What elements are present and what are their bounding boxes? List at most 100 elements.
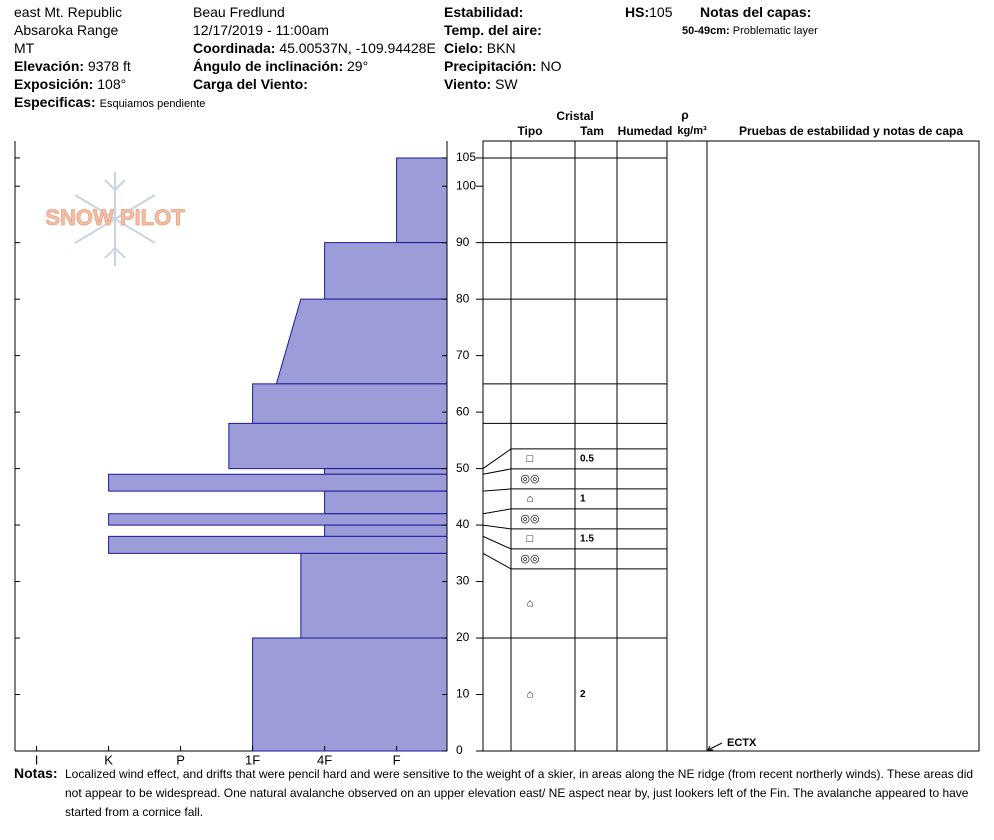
notes-label: Notas: bbox=[14, 765, 58, 781]
grain-size: 1 bbox=[580, 494, 586, 505]
label: Exposición: bbox=[14, 76, 94, 92]
notes-text: Localized wind effect, and drifts that w… bbox=[65, 767, 974, 819]
stability: Estabilidad: bbox=[444, 4, 524, 20]
value: Problematic layer bbox=[732, 25, 818, 37]
y-tick-label: 40 bbox=[456, 517, 470, 531]
column-header: Tam bbox=[580, 124, 604, 138]
grain-size: 2 bbox=[580, 689, 586, 700]
label: Elevación: bbox=[14, 58, 85, 74]
logo-flake bbox=[104, 246, 126, 259]
test-arrow bbox=[707, 742, 723, 751]
x-tick-label: 4F bbox=[317, 752, 332, 767]
observer: Beau Fredlund bbox=[193, 4, 285, 20]
grain-type: ⌂ bbox=[527, 688, 534, 700]
elevation: Elevación: 9378 ft bbox=[14, 57, 131, 75]
column-header: kg/m³ bbox=[677, 125, 707, 137]
label: Ángulo de inclinación: bbox=[193, 58, 344, 74]
sky: Cielo: BKN bbox=[444, 39, 516, 57]
label: 50-49cm: bbox=[682, 25, 730, 37]
coordinates: Coordinada: 45.00537N, -109.94428E bbox=[193, 39, 436, 57]
hardness-bar bbox=[324, 490, 448, 515]
y-tick-label: 10 bbox=[456, 687, 470, 701]
test-result: ECTX bbox=[727, 737, 757, 749]
y-tick-label: 70 bbox=[456, 348, 470, 362]
logo-flake bbox=[104, 179, 126, 192]
column-header: Humedad bbox=[618, 124, 673, 138]
precipitation: Precipitación: NO bbox=[444, 57, 561, 75]
layer-note: 50-49cm: Problematic layer bbox=[682, 22, 818, 40]
label: Coordinada: bbox=[193, 40, 276, 56]
hardness-bar bbox=[108, 473, 448, 492]
test-arrow-head bbox=[707, 745, 713, 751]
value: NO bbox=[540, 58, 562, 74]
hardness-bar bbox=[108, 513, 448, 526]
aspect: Exposición: 108° bbox=[14, 75, 126, 93]
logo-text: SNOW PILOT bbox=[45, 205, 185, 230]
grain-type: □ bbox=[527, 533, 534, 545]
hardness-bar bbox=[108, 535, 448, 554]
grain-type: ⌂ bbox=[527, 597, 534, 609]
value: SW bbox=[495, 76, 518, 92]
grain-size: 1.5 bbox=[580, 534, 594, 545]
hardness-bar bbox=[252, 383, 448, 424]
x-tick-label: K bbox=[104, 752, 113, 767]
air-temp: Temp. del aire: bbox=[444, 22, 542, 38]
hardness-bar bbox=[324, 468, 448, 475]
hardness-bar bbox=[324, 524, 448, 537]
label: Viento: bbox=[444, 76, 492, 92]
hardness-bar bbox=[228, 422, 448, 470]
logo bbox=[74, 172, 156, 266]
x-tick-label: 1F bbox=[245, 752, 260, 767]
column-header: ρ bbox=[681, 108, 688, 122]
label: Cielo: bbox=[444, 40, 483, 56]
column-header: Pruebas de estabilidad y notas de capa bbox=[739, 124, 963, 138]
grain-type: □ bbox=[527, 453, 534, 465]
grain-type: ◎◎ bbox=[520, 513, 539, 525]
hs: HS:105 bbox=[625, 3, 672, 21]
hardness-bar bbox=[275, 298, 448, 385]
hardness-bar bbox=[324, 242, 448, 300]
grain-type: ◎◎ bbox=[520, 553, 539, 565]
y-tick-label: 100 bbox=[456, 178, 476, 192]
state: MT bbox=[14, 40, 35, 56]
layer-boundary bbox=[482, 524, 667, 530]
layer-boundary bbox=[482, 468, 667, 475]
hardness-bar bbox=[396, 157, 448, 244]
y-tick-label: 20 bbox=[456, 630, 470, 644]
layer-boundary bbox=[482, 448, 667, 470]
hardness-bar bbox=[300, 552, 448, 639]
x-tick-label: I bbox=[35, 752, 39, 767]
grain-type: ◎◎ bbox=[520, 473, 539, 485]
layer-notes-title: Notas del capas: bbox=[700, 4, 812, 20]
location: east Mt. Republic bbox=[14, 4, 123, 20]
logo-flake bbox=[74, 194, 156, 244]
range: Absaroka Range bbox=[14, 22, 119, 38]
layer-boundary bbox=[482, 488, 667, 492]
y-tick-label: 0 bbox=[456, 743, 463, 757]
column-header: Tipo bbox=[517, 124, 542, 138]
slope: Ángulo de inclinación: 29° bbox=[193, 57, 368, 75]
label: HS: bbox=[625, 4, 650, 20]
y-tick-label: 80 bbox=[456, 291, 470, 305]
y-tick-label: 30 bbox=[456, 574, 470, 588]
value: BKN bbox=[486, 40, 516, 56]
value: 108° bbox=[97, 76, 127, 92]
table-frame bbox=[482, 140, 980, 752]
y-tick-label: 90 bbox=[456, 235, 470, 249]
datetime: 12/17/2019 - 11:00am bbox=[193, 22, 329, 38]
y-tick-label: 50 bbox=[456, 461, 470, 475]
layer-boundary bbox=[482, 552, 667, 570]
value: Esquiamos pendiente bbox=[99, 98, 206, 110]
value: 9378 ft bbox=[87, 58, 131, 74]
layer-boundary bbox=[482, 508, 667, 515]
y-tick-label: 105 bbox=[456, 150, 476, 164]
wind: Viento: SW bbox=[444, 75, 518, 93]
label: Precipitación: bbox=[444, 58, 537, 74]
label: Especificas: bbox=[14, 94, 96, 110]
wind-loading: Carga del Viento: bbox=[193, 76, 308, 92]
x-tick-label: P bbox=[176, 752, 185, 767]
specifics: Especificas: Esquiamos pendiente bbox=[14, 93, 205, 113]
value: 45.00537N, -109.94428E bbox=[279, 40, 436, 56]
